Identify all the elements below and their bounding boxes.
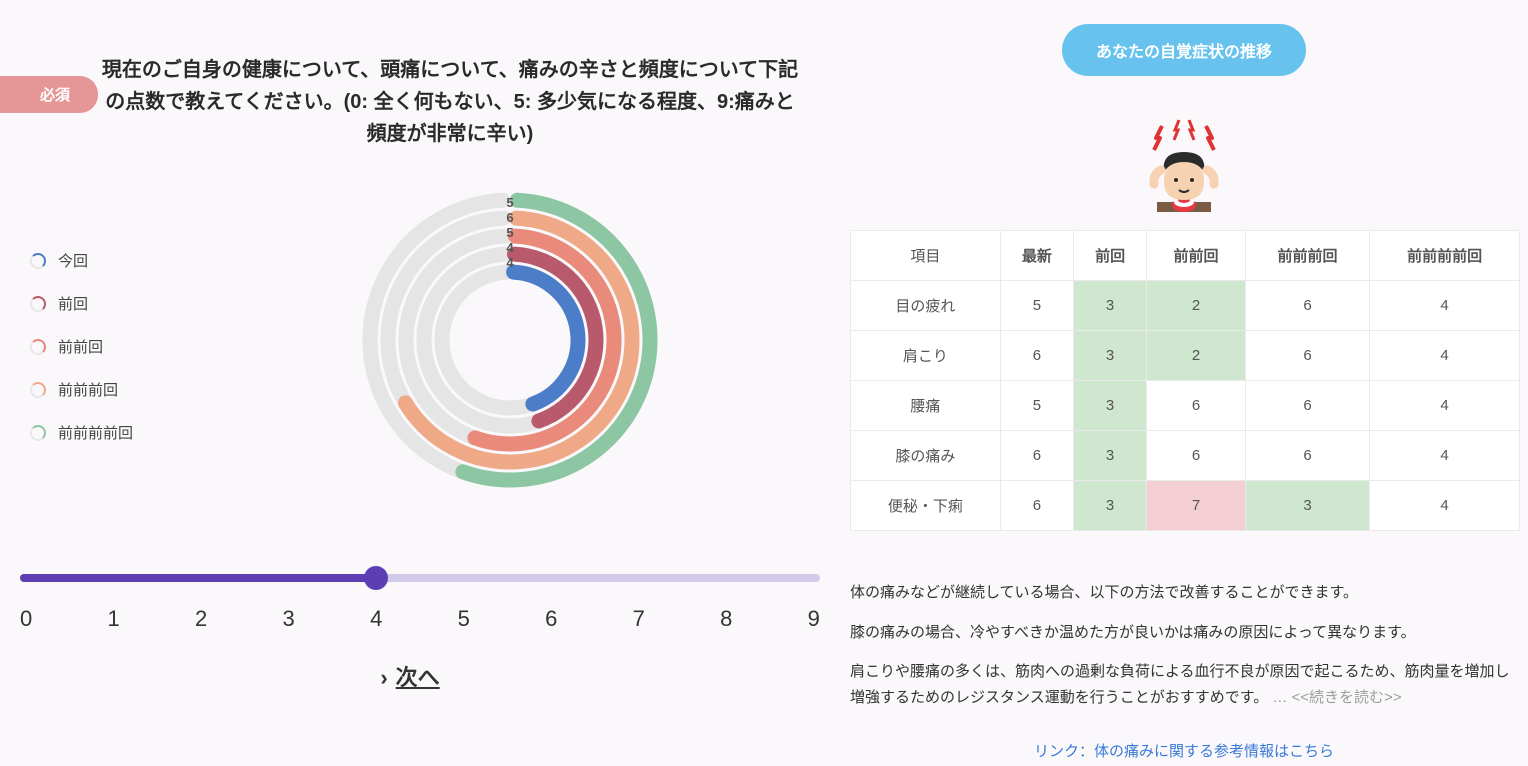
- table-cell: 2: [1147, 281, 1246, 331]
- row-label: 便秘・下痢: [851, 481, 1001, 531]
- legend-label: 前前前回: [58, 379, 118, 400]
- legend-swatch-icon: [30, 382, 46, 398]
- legend-item: 前回: [30, 293, 133, 314]
- table-header: 最新: [1000, 231, 1073, 281]
- table-header: 前前前回: [1245, 231, 1369, 281]
- table-row: 腰痛53664: [851, 381, 1520, 431]
- slider-tick: 0: [20, 606, 32, 632]
- slider-tick: 3: [283, 606, 295, 632]
- ring-value-labels: 56544: [506, 196, 513, 271]
- table-header: 前回: [1073, 231, 1146, 281]
- legend-swatch-icon: [30, 339, 46, 355]
- slider-tick: 2: [195, 606, 207, 632]
- row-label: 肩こり: [851, 331, 1001, 381]
- table-header: 前前回: [1147, 231, 1246, 281]
- radial-chart: 56544: [360, 190, 660, 490]
- slider-tick: 7: [633, 606, 645, 632]
- table-cell: 3: [1073, 331, 1146, 381]
- table-cell: 6: [1000, 431, 1073, 481]
- table-cell: 3: [1073, 431, 1146, 481]
- table-header: 項目: [851, 231, 1001, 281]
- table-cell: 6: [1245, 281, 1369, 331]
- table-row: 便秘・下痢63734: [851, 481, 1520, 531]
- table-cell: 6: [1147, 431, 1246, 481]
- row-label: 膝の痛み: [851, 431, 1001, 481]
- table-cell: 4: [1370, 431, 1520, 481]
- slider-thumb[interactable]: [364, 566, 388, 590]
- chevron-right-icon: ›: [380, 665, 387, 690]
- advice-paragraph: 膝の痛みの場合、冷やすべきか温めた方が良いかは痛みの原因によって異なります。: [850, 620, 1520, 646]
- question-text: 現在のご自身の健康について、頭痛について、痛みの辛さと頻度について下記の点数で教…: [100, 54, 800, 150]
- reference-link[interactable]: リンク：体の痛みに関する参考情報はこちら: [840, 740, 1528, 761]
- table-cell: 4: [1370, 381, 1520, 431]
- legend-label: 今回: [58, 250, 88, 271]
- table-row: 目の疲れ53264: [851, 281, 1520, 331]
- legend-swatch-icon: [30, 296, 46, 312]
- next-button[interactable]: › 次へ: [0, 660, 820, 692]
- slider-tick: 5: [458, 606, 470, 632]
- history-panel: あなたの自覚症状の推移 項目最新前回前前回前前前回前前前前回目の疲れ53264肩…: [840, 0, 1528, 766]
- table-cell: 6: [1000, 481, 1073, 531]
- table-cell: 3: [1073, 281, 1146, 331]
- table-cell: 4: [1370, 331, 1520, 381]
- table-header: 前前前前回: [1370, 231, 1520, 281]
- advice-paragraph: 肩こりや腰痛の多くは、筋肉への過剰な負荷による血行不良が原因で起こるため、筋肉量…: [850, 659, 1520, 710]
- slider-tick: 6: [545, 606, 557, 632]
- advice-text: 体の痛みなどが継続している場合、以下の方法で改善することができます。膝の痛みの場…: [850, 580, 1520, 724]
- table-cell: 6: [1000, 331, 1073, 381]
- legend-label: 前前前前回: [58, 422, 133, 443]
- legend-item: 前前前回: [30, 379, 133, 400]
- headache-mascot-icon: [1129, 110, 1239, 220]
- table-cell: 5: [1000, 381, 1073, 431]
- table-cell: 6: [1147, 381, 1246, 431]
- table-cell: 3: [1245, 481, 1369, 531]
- legend-swatch-icon: [30, 253, 46, 269]
- slider-tick-labels: 0 1 2 3 4 5 6 7 8 9: [20, 606, 820, 632]
- row-label: 腰痛: [851, 381, 1001, 431]
- table-cell: 7: [1147, 481, 1246, 531]
- legend-item: 前前回: [30, 336, 133, 357]
- required-badge: 必須: [0, 76, 98, 113]
- table-cell: 3: [1073, 381, 1146, 431]
- table-cell: 3: [1073, 481, 1146, 531]
- slider-track-fill: [20, 574, 376, 582]
- table-cell: 4: [1370, 281, 1520, 331]
- pain-slider[interactable]: 0 1 2 3 4 5 6 7 8 9: [20, 560, 820, 632]
- legend-label: 前前回: [58, 336, 103, 357]
- table-cell: 6: [1245, 381, 1369, 431]
- slider-tick: 9: [808, 606, 820, 632]
- legend-item: 今回: [30, 250, 133, 271]
- table-row: 膝の痛み63664: [851, 431, 1520, 481]
- legend-label: 前回: [58, 293, 88, 314]
- table-cell: 5: [1000, 281, 1073, 331]
- legend-swatch-icon: [30, 425, 46, 441]
- read-more-link[interactable]: … <<続きを読む>>: [1268, 689, 1401, 706]
- slider-tick: 1: [108, 606, 120, 632]
- table-cell: 2: [1147, 331, 1246, 381]
- table-cell: 6: [1245, 431, 1369, 481]
- table-cell: 6: [1245, 331, 1369, 381]
- symptom-table: 項目最新前回前前回前前前回前前前前回目の疲れ53264肩こり63264腰痛536…: [850, 230, 1520, 531]
- table-row: 肩こり63264: [851, 331, 1520, 381]
- advice-paragraph: 体の痛みなどが継続している場合、以下の方法で改善することができます。: [850, 580, 1520, 606]
- chart-legend: 今回前回前前回前前前回前前前前回: [30, 250, 133, 465]
- legend-item: 前前前前回: [30, 422, 133, 443]
- survey-panel: 必須 現在のご自身の健康について、頭痛について、痛みの辛さと頻度について下記の点…: [0, 0, 840, 766]
- history-button[interactable]: あなたの自覚症状の推移: [1062, 24, 1306, 76]
- table-cell: 4: [1370, 481, 1520, 531]
- slider-tick: 4: [370, 606, 382, 632]
- row-label: 目の疲れ: [851, 281, 1001, 331]
- next-label: 次へ: [396, 665, 440, 690]
- slider-tick: 8: [720, 606, 732, 632]
